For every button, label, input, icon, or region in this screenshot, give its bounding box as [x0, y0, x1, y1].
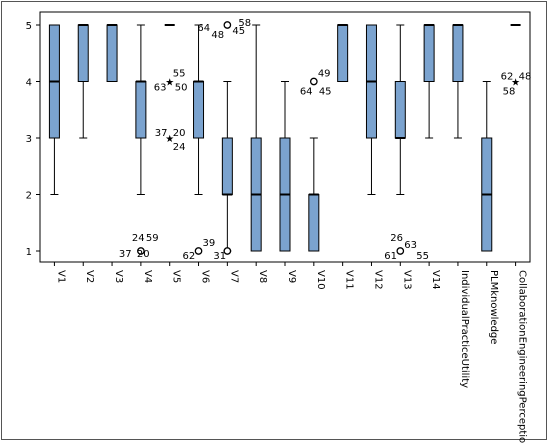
outlier-case-label: 48 [211, 30, 224, 41]
outlier-case-label: 63 [154, 83, 167, 94]
box-V1 [48, 24, 60, 195]
category-label: PLMknowledge [488, 270, 499, 344]
x-axis: V1 V2 V3 V4 V5 V6 V7 V8 V9 V10 V11 V12 V13 V14 Individ… [53, 262, 528, 443]
outlier-star-marker: ★ [511, 78, 520, 89]
outlier-circle-marker [137, 247, 145, 255]
box-iqr [423, 24, 435, 82]
outlier-case-label: 64 [300, 87, 313, 98]
box-V14 [423, 24, 435, 139]
category-label: V1 [55, 270, 66, 283]
outlier-case-label: 31 [213, 251, 226, 262]
outlier-V5: ★55 63 50 [154, 69, 188, 94]
category-label: V10 [315, 270, 326, 290]
category-label: V12 [372, 270, 383, 290]
outlier-case-label: 62 [183, 251, 196, 262]
outlier-case-label: 62 [501, 72, 514, 83]
outlier-V5: ★37 20 24 [155, 128, 186, 153]
outlier-circle-marker [223, 21, 232, 29]
outlier-case-label: 20 [137, 249, 150, 260]
boxes [48, 24, 521, 252]
y-tick-label: 2 [26, 191, 32, 202]
box-IndividualPracticeUtility [452, 24, 464, 139]
y-axis: 1 2 3 4 5 [26, 21, 40, 258]
outlier-case-label: 55 [173, 69, 186, 80]
outlier-case-label: 55 [416, 251, 429, 262]
outlier-case-label: 63 [404, 240, 417, 251]
category-label: V5 [171, 270, 182, 283]
outlier-case-label: 24 [173, 142, 186, 153]
outlier-case-label: 48 [519, 72, 532, 83]
outlier-circle-marker [396, 247, 405, 255]
y-tick-label: 1 [26, 247, 32, 258]
category-label: V6 [200, 270, 211, 283]
outlier-case-label: 58 [503, 87, 516, 98]
outlier-case-label: 61 [384, 251, 397, 262]
y-tick-label: 4 [26, 78, 32, 89]
box-PLMknowledge [481, 81, 493, 252]
outlier-V7: 64 58 48 45 [197, 18, 251, 41]
box-V9 [279, 81, 291, 252]
outlier-case-label: 49 [318, 69, 331, 80]
box-iqr [193, 81, 205, 139]
category-label: V2 [84, 270, 95, 283]
outlier-case-label: 45 [319, 87, 332, 98]
outlier-case-label: 64 [197, 23, 210, 34]
outlier-case-label: 26 [390, 233, 403, 244]
outlier-V4: 24 59 37 20 [119, 233, 159, 260]
outlier-case-label: 24 [132, 233, 145, 244]
category-label: V8 [257, 270, 268, 283]
outlier-case-label: 59 [146, 233, 159, 244]
box-iqr [452, 24, 464, 82]
outlier-V6: 39 62 [183, 238, 216, 262]
category-label: V7 [228, 270, 239, 283]
outlier-circle-marker [309, 77, 318, 86]
category-label: V11 [344, 270, 355, 290]
box-V10 [308, 137, 320, 252]
outlier-circle-marker [194, 247, 203, 255]
category-label: V3 [113, 270, 124, 283]
box-V2 [77, 24, 89, 139]
outlier-V10: 49 64 45 [300, 69, 332, 98]
box-iqr [221, 137, 233, 195]
box-V12 [365, 24, 377, 195]
category-label: V13 [401, 270, 412, 290]
outlier-case-label: 37 [119, 249, 132, 260]
outlier-star-marker: ★ [165, 78, 174, 89]
outlier-V7: 31 [213, 247, 232, 262]
category-label: IndividualPracticeUtility [459, 270, 470, 388]
category-label: V14 [430, 270, 441, 290]
box-iqr [135, 81, 147, 139]
outlier-case-label: 45 [232, 26, 245, 37]
box-V4 [135, 24, 147, 195]
outlier-star-marker: ★ [165, 134, 174, 145]
category-label: V4 [142, 270, 153, 283]
outlier-case-label: 50 [175, 83, 188, 94]
box-V8 [250, 24, 262, 252]
outlier-case-label: 58 [238, 18, 251, 29]
box-V3 [106, 24, 118, 82]
box-V13 [394, 24, 406, 195]
y-tick-label: 5 [26, 21, 32, 32]
outlier-case-label: 37 [155, 128, 168, 139]
box-V6 [193, 24, 205, 195]
y-tick-label: 3 [26, 134, 32, 145]
category-label: CollaborationEngineeringPerception [517, 270, 528, 443]
box-iqr [106, 24, 118, 82]
box-V11 [337, 24, 349, 82]
outlier-case-label: 20 [173, 128, 186, 139]
box-iqr [77, 24, 89, 82]
category-label: V9 [286, 270, 297, 283]
box-iqr [337, 24, 349, 82]
box-iqr [308, 194, 320, 252]
outlier-case-label: 39 [203, 238, 216, 249]
box-iqr [394, 81, 406, 139]
outlier-circle-marker [223, 247, 232, 255]
